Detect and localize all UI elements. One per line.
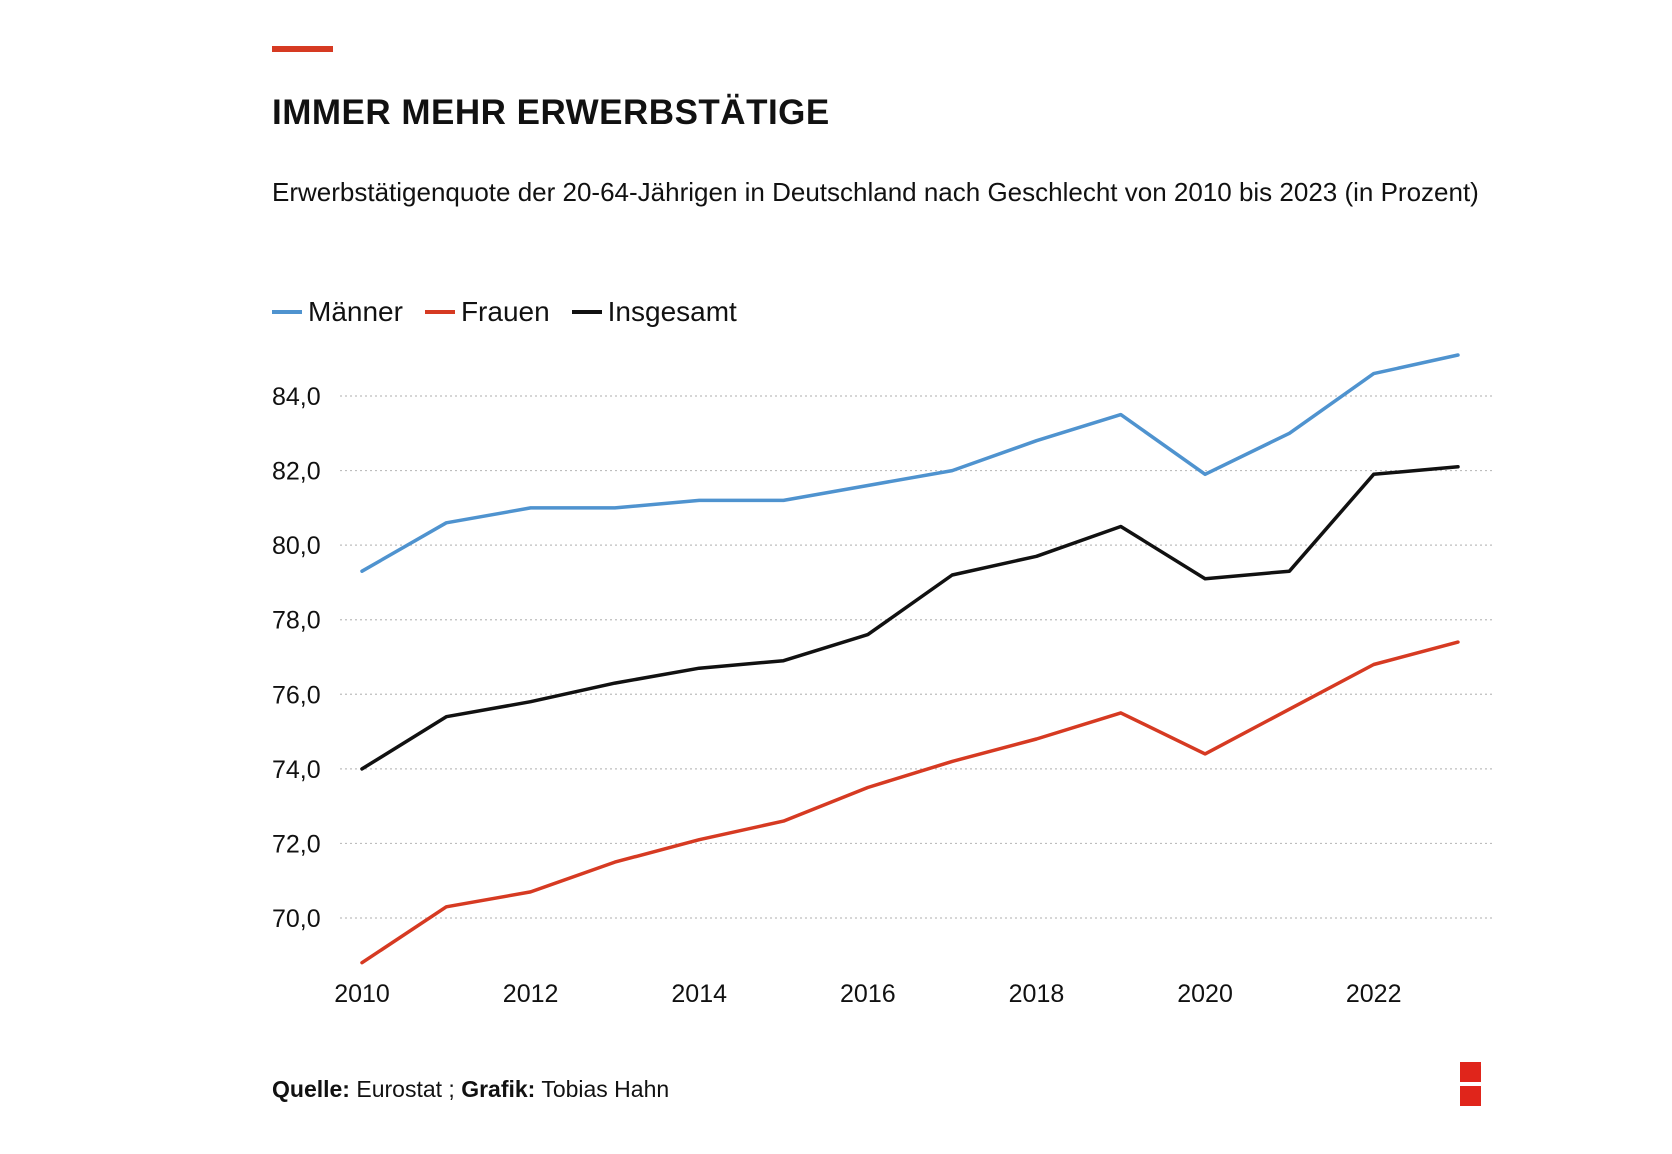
x-tick-label: 2016 — [840, 980, 896, 1008]
y-tick-label: 72,0 — [272, 830, 321, 858]
source-label: Quelle: — [272, 1076, 350, 1102]
y-tick-label: 82,0 — [272, 458, 321, 486]
x-tick-label: 2022 — [1346, 980, 1402, 1008]
y-tick-label: 84,0 — [272, 383, 321, 411]
chart-title: IMMER MEHR ERWERBSTÄTIGE — [272, 93, 830, 132]
x-tick-label: 2014 — [671, 980, 727, 1008]
series-line-insgesamt — [360, 465, 1460, 771]
logo-block-bottom — [1460, 1086, 1481, 1106]
legend-label-maenner: Männer — [308, 296, 403, 327]
series-line-frauen — [360, 640, 1460, 965]
legend-item-maenner: Männer — [272, 296, 403, 328]
graphic-label: Grafik: — [461, 1076, 536, 1102]
graphic-value: Tobias Hahn — [541, 1076, 670, 1102]
x-tick-label: 2010 — [334, 980, 390, 1008]
y-tick-label: 80,0 — [272, 532, 321, 560]
x-tick-label: 2020 — [1177, 980, 1233, 1008]
x-tick-label: 2018 — [1009, 980, 1065, 1008]
source-line: Quelle: Eurostat ; Grafik: Tobias Hahn — [272, 1076, 669, 1103]
series-line-männer — [360, 353, 1460, 573]
legend-swatch-maenner — [272, 310, 302, 314]
legend-label-insgesamt: Insgesamt — [607, 296, 737, 327]
accent-bar — [272, 46, 333, 52]
y-tick-label: 76,0 — [272, 681, 321, 709]
chart-subtitle: Erwerbstätigenquote der 20-64-Jährigen i… — [272, 177, 1479, 207]
y-tick-label: 78,0 — [272, 607, 321, 635]
legend-item-insgesamt: Insgesamt — [571, 296, 737, 328]
brand-logo-icon — [1460, 1062, 1481, 1106]
y-tick-label: 74,0 — [272, 756, 321, 784]
legend-item-frauen: Frauen — [424, 296, 550, 328]
line-chart: 70,0 72,0 74,0 76,0 78,0 80,0 82,0 84,0 2010 2012… — [272, 353, 1492, 1008]
logo-block-top — [1460, 1062, 1481, 1082]
legend-label-frauen: Frauen — [460, 296, 550, 327]
legend: Männer Frauen Insgesamt — [272, 296, 759, 328]
y-tick-label: 70,0 — [272, 905, 321, 933]
legend-swatch-insgesamt — [571, 310, 602, 314]
x-tick-label: 2012 — [503, 980, 559, 1008]
legend-swatch-frauen — [424, 310, 455, 314]
source-value: Eurostat ; — [356, 1076, 455, 1102]
